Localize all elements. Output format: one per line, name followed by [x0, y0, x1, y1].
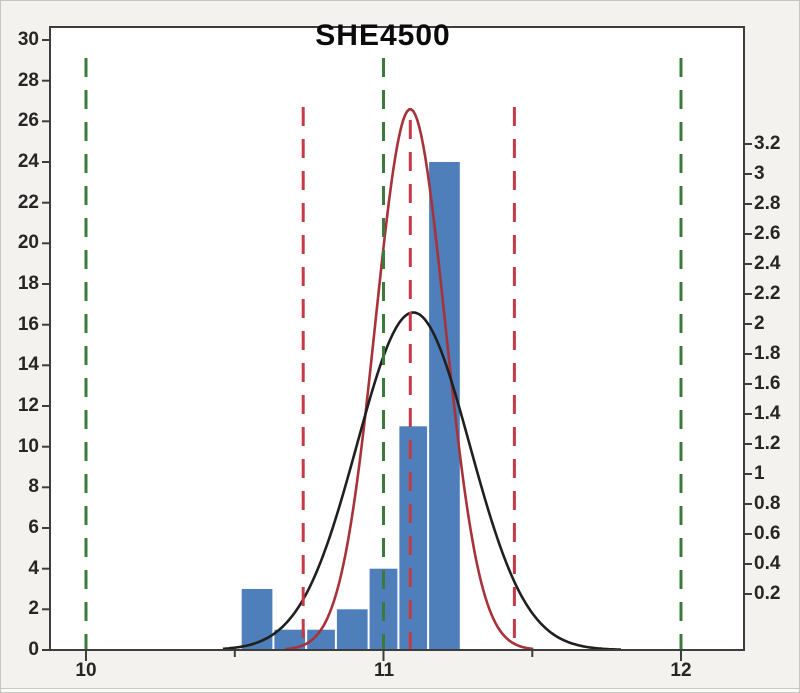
right-axis-label: 0.2 — [754, 583, 781, 604]
histogram-bar — [274, 629, 306, 651]
left-axis-label: 26 — [17, 110, 39, 131]
right-axis-label: 2 — [754, 313, 765, 334]
chart-title: SHE4500 — [315, 19, 451, 52]
right-axis-label: 0.4 — [754, 553, 781, 574]
right-axis-label: 2.8 — [754, 193, 781, 214]
left-axis-label: 30 — [17, 29, 39, 50]
right-axis-label: 2.4 — [754, 253, 781, 274]
left-axis-label: 12 — [17, 395, 39, 416]
left-axis-label: 10 — [17, 436, 39, 457]
histogram-bar — [399, 426, 428, 651]
left-axis-label: 8 — [28, 476, 39, 497]
x-axis-label: 11 — [373, 660, 395, 681]
left-axis-label: 4 — [28, 558, 39, 579]
right-axis-label: 0.8 — [754, 493, 781, 514]
histogram-bar — [241, 589, 273, 651]
right-axis-label: 0.6 — [754, 523, 781, 544]
right-axis-label: 2.2 — [754, 283, 781, 304]
bottom-divider — [1, 688, 799, 689]
within-fit-curve — [285, 107, 534, 651]
x-axis-label: 10 — [75, 660, 97, 681]
right-axis-label: 1 — [754, 463, 765, 484]
left-axis-label: 18 — [17, 273, 39, 294]
left-axis-label: 24 — [17, 151, 39, 172]
right-axis-label: 1.6 — [754, 373, 781, 394]
left-axis-label: 16 — [17, 314, 39, 335]
right-axis-label: 1.4 — [754, 403, 781, 424]
x-axis-label: 12 — [670, 660, 692, 681]
left-axis-label: 6 — [28, 517, 39, 538]
left-axis-label: 28 — [17, 70, 39, 91]
right-axis-label: 1.2 — [754, 433, 781, 454]
histogram-bar — [336, 609, 368, 651]
left-axis-label: 0 — [28, 639, 39, 660]
histogram-bar — [307, 629, 335, 651]
right-axis-label: 1.8 — [754, 343, 781, 364]
plot-border — [49, 26, 745, 651]
left-axis-label: 14 — [17, 354, 39, 375]
bottom-margin — [1, 689, 799, 692]
right-axis-label: 3.2 — [754, 133, 781, 154]
left-axis-label: 20 — [17, 232, 39, 253]
right-axis-label: 3 — [754, 163, 765, 184]
left-axis-label: 22 — [17, 192, 39, 213]
left-axis-label: 2 — [28, 598, 39, 619]
overall-fit-curve — [222, 311, 621, 651]
plot-background — [49, 26, 745, 651]
right-axis-label: 2.6 — [754, 223, 781, 244]
